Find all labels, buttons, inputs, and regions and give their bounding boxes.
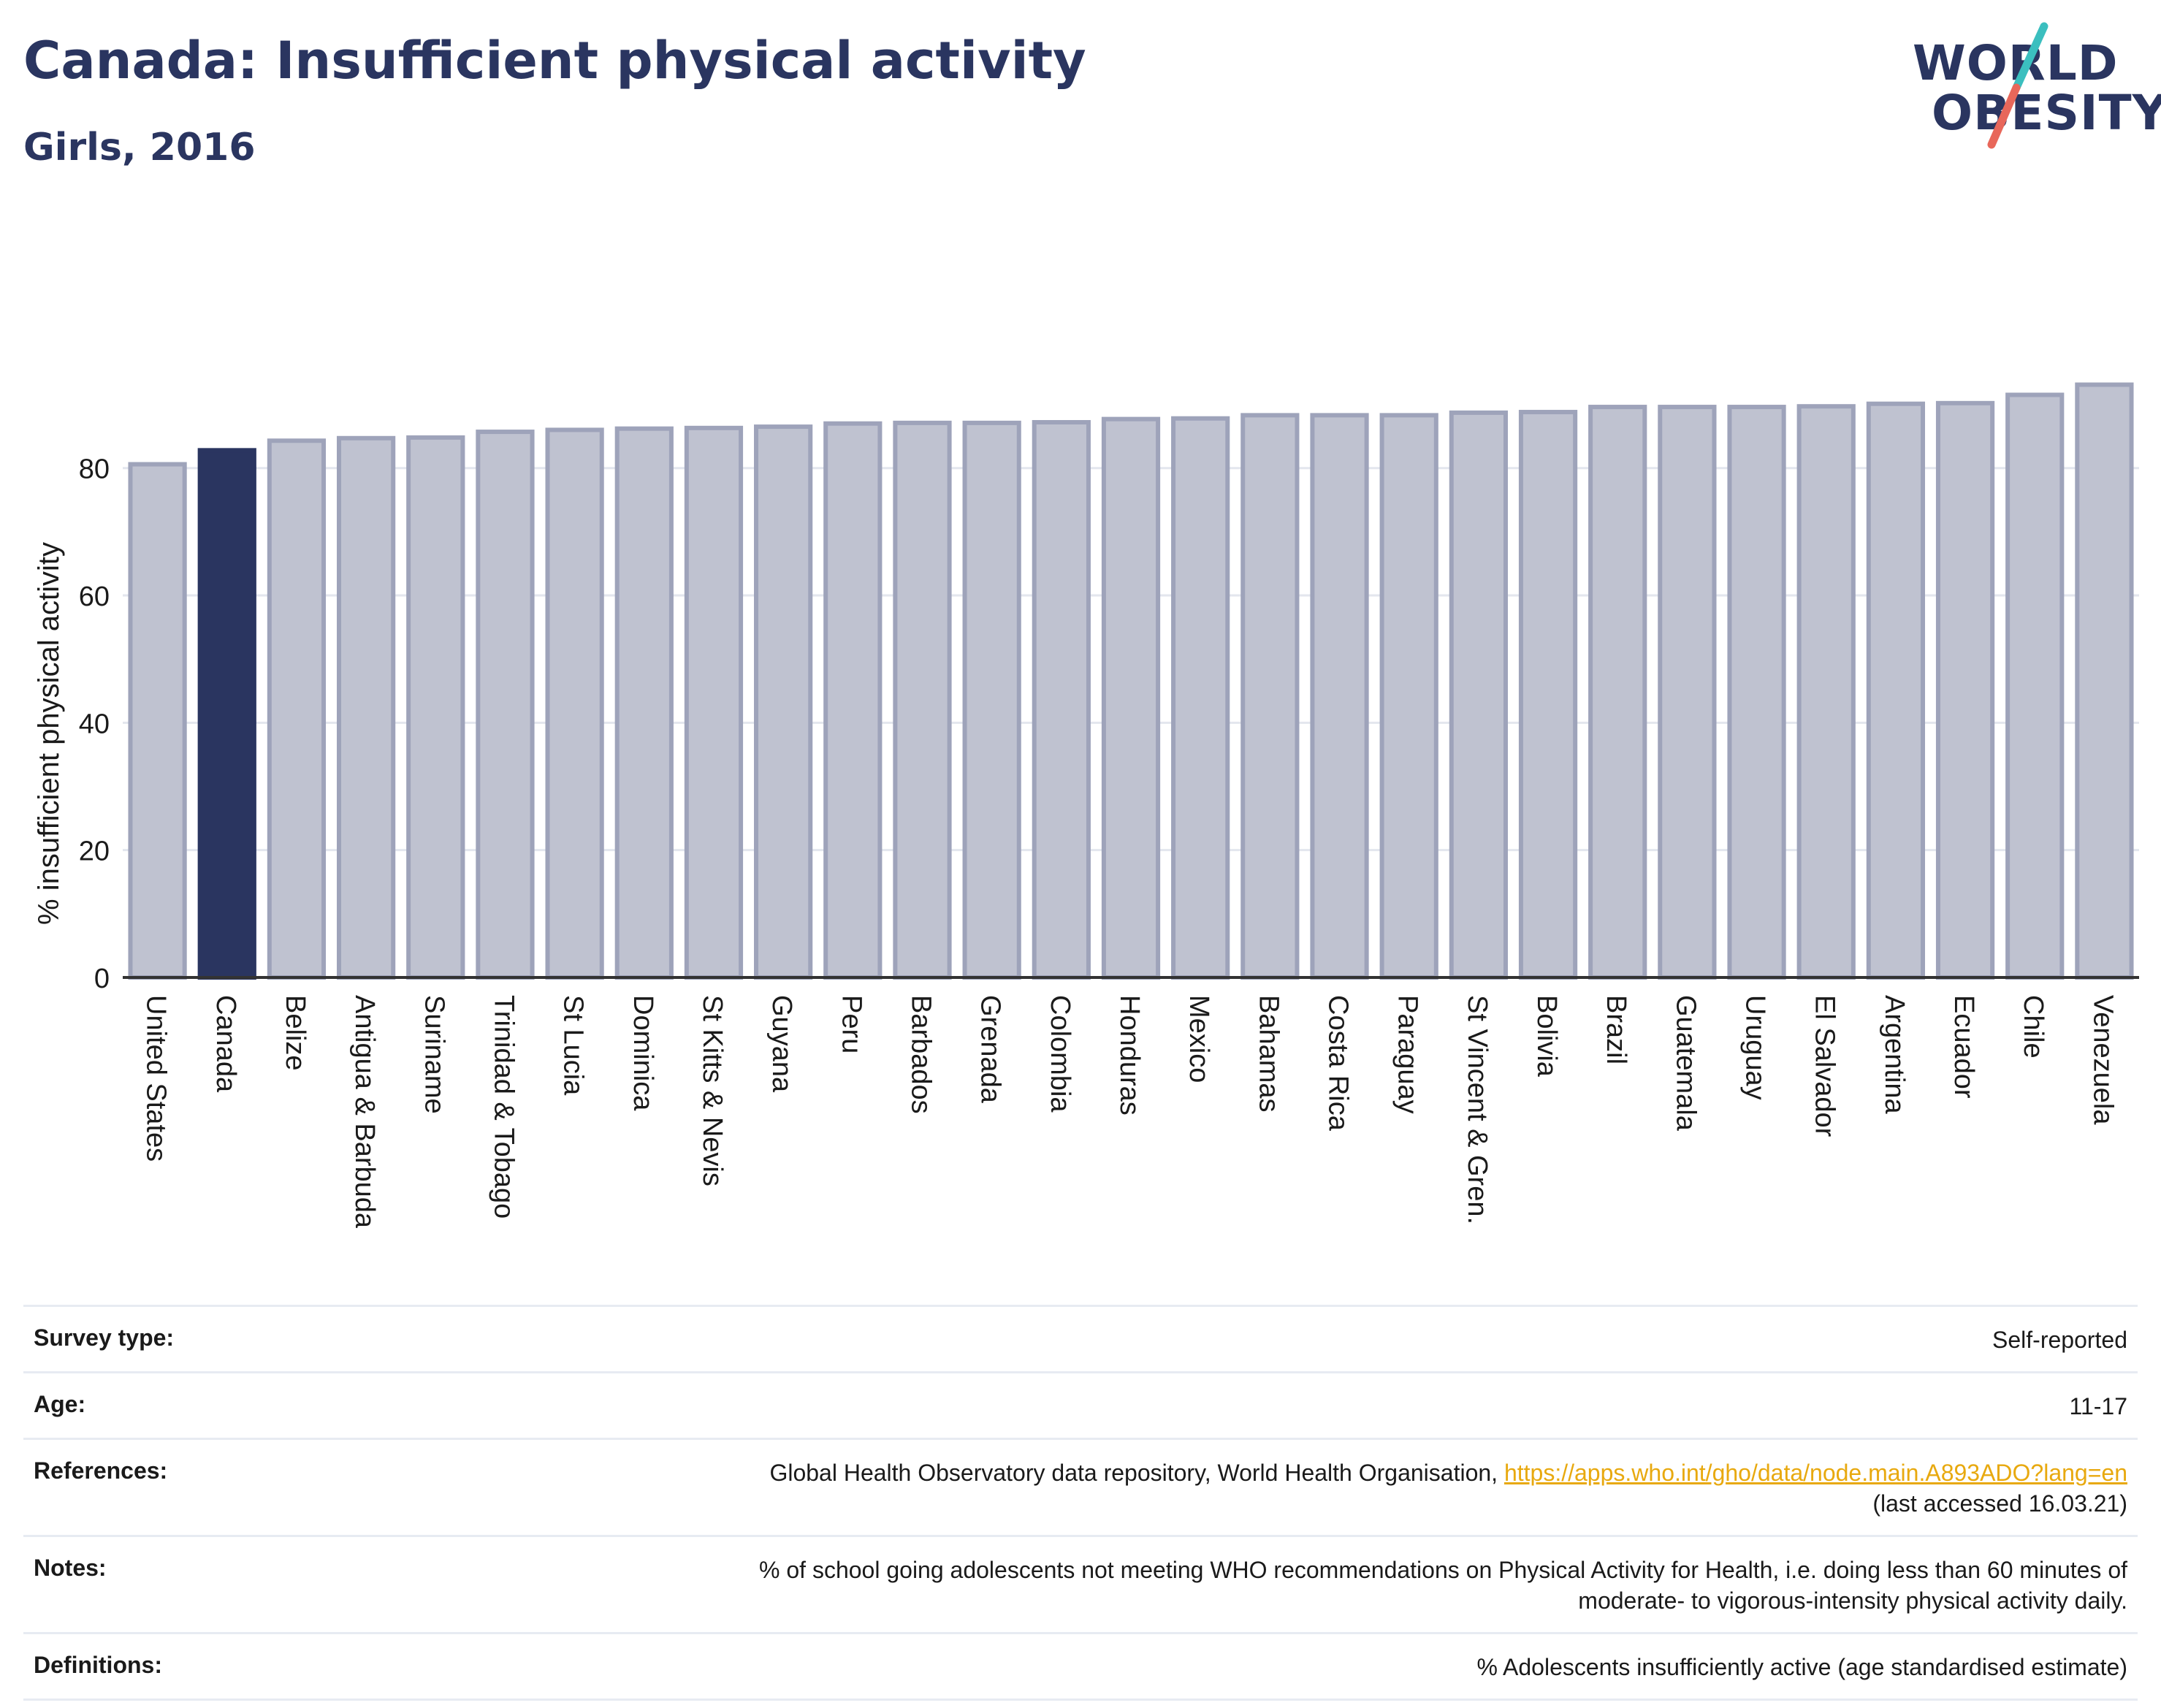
- info-label: References:: [34, 1457, 168, 1484]
- info-row-notes: Notes: % of school going adolescents not…: [23, 1535, 2138, 1632]
- info-label: Definitions:: [34, 1652, 162, 1678]
- x-tick-label: United States: [141, 995, 172, 1162]
- x-tick-label: Paraguay: [1392, 995, 1423, 1114]
- x-tick-label: Argentina: [1879, 995, 1910, 1115]
- y-tick-label: 20: [79, 836, 110, 867]
- bar-honduras: [1101, 416, 1161, 980]
- info-row-age: Age: 11-17: [23, 1371, 2138, 1438]
- bar-antigua-barbuda: [336, 435, 396, 980]
- bar-costa-rica: [1310, 413, 1369, 980]
- reference-accessed: (last accessed 16.03.21): [1872, 1490, 2127, 1517]
- info-value: % Adolescents insufficiently active (age…: [1476, 1654, 2127, 1680]
- axes: 0 20 40 60 80 United States Canada Belize Antigu…: [79, 454, 2139, 1229]
- y-tick-label: 60: [79, 582, 110, 612]
- x-tick-label: St Lucia: [558, 995, 589, 1096]
- x-tick-label: Brazil: [1601, 995, 1631, 1064]
- bar-st-vincent-gren-: [1449, 410, 1508, 980]
- x-tick-label: Dominica: [628, 995, 658, 1111]
- bar-colombia: [1032, 419, 1091, 980]
- y-axis-label: % insufficient physical activity: [33, 542, 65, 925]
- bar-el-salvador: [1796, 404, 1856, 980]
- bar-paraguay: [1379, 413, 1438, 980]
- bar-mexico: [1171, 416, 1230, 980]
- x-tick-label: Honduras: [1114, 995, 1145, 1116]
- world-obesity-logo: WORLD OBESITY: [1913, 20, 2161, 159]
- notes-line-1: % of school going adolescents not meetin…: [759, 1557, 2127, 1583]
- bar-trinidad-tobago: [476, 430, 535, 980]
- bar-belize: [267, 438, 327, 980]
- bar-guyana: [754, 424, 813, 980]
- x-tick-label: Ecuador: [1948, 995, 1979, 1099]
- x-tick-label: Venezuela: [2087, 995, 2118, 1125]
- info-value: 11-17: [2069, 1393, 2127, 1419]
- info-label: Survey type:: [34, 1324, 175, 1351]
- reference-link[interactable]: https://apps.who.int/gho/data/node.main.…: [1503, 1460, 2127, 1486]
- x-tick-label: Antigua & Barbuda: [349, 995, 380, 1229]
- x-tick-label: Suriname: [419, 995, 449, 1114]
- x-tick-label: Trinidad & Tobago: [488, 995, 519, 1219]
- info-label: Notes:: [34, 1555, 107, 1581]
- info-label: Age:: [34, 1391, 86, 1417]
- info-value: Global Health Observatory data repositor…: [769, 1457, 2127, 1519]
- chart-subtitle: Girls, 2016: [23, 126, 256, 169]
- y-tick-label: 40: [79, 709, 110, 739]
- info-value: Self-reported: [1992, 1327, 2127, 1353]
- notes-line-2: moderate- to vigorous-intensity physical…: [1578, 1587, 2127, 1614]
- bar-united-states: [128, 462, 187, 980]
- info-value: % of school going adolescents not meetin…: [759, 1555, 2127, 1616]
- info-row-survey-type: Survey type: Self-reported: [23, 1305, 2138, 1371]
- x-tick-label: Mexico: [1184, 995, 1214, 1083]
- x-tick-label: El Salvador: [1810, 995, 1840, 1137]
- x-tick-label: Barbados: [905, 995, 936, 1114]
- logo-line-2: OBESITY: [1932, 85, 2161, 141]
- bar-barbados: [893, 420, 952, 980]
- x-tick-label: St Kitts & Nevis: [697, 995, 728, 1186]
- reference-text: Global Health Observatory data repositor…: [769, 1460, 1504, 1486]
- info-table: Survey type: Self-reported Age: 11-17 Re…: [23, 1305, 2138, 1701]
- bar-peru: [823, 421, 883, 980]
- info-row-references: References: Global Health Observatory da…: [23, 1438, 2138, 1535]
- bar-argentina: [1866, 401, 1926, 980]
- bar-bolivia: [1518, 410, 1578, 980]
- bar-uruguay: [1727, 405, 1786, 980]
- x-tick-label: Colombia: [1045, 995, 1075, 1113]
- x-tick-label: Costa Rica: [1323, 995, 1354, 1132]
- bar-chile: [2005, 392, 2065, 980]
- x-tick-label: Grenada: [975, 995, 1006, 1104]
- bar-st-kitts-nevis: [684, 425, 744, 980]
- chart-title: Canada: Insufficient physical activity: [23, 31, 1086, 91]
- x-tick-label: Canada: [210, 995, 241, 1093]
- x-tick-label: Chile: [2018, 995, 2048, 1059]
- bar-canada: [197, 448, 256, 980]
- bar-chart: 0 20 40 60 80 United States Canada Belize Antigu…: [33, 382, 2139, 1229]
- bar-st-lucia: [545, 427, 604, 980]
- info-row-definitions: Definitions: % Adolescents insufficientl…: [23, 1632, 2138, 1701]
- bar-ecuador: [1935, 400, 1995, 980]
- bar-guatemala: [1658, 405, 1717, 980]
- bar-venezuela: [2075, 382, 2134, 980]
- x-tick-label: St Vincent & Gren.: [1462, 995, 1493, 1224]
- x-tick-label: Guatemala: [1670, 995, 1701, 1132]
- x-tick-label: Guyana: [766, 995, 797, 1093]
- y-tick-label: 80: [79, 454, 110, 485]
- bar-dominica: [614, 426, 674, 980]
- bar-brazil: [1588, 405, 1647, 980]
- x-tick-label: Bahamas: [1253, 995, 1284, 1113]
- bar-bahamas: [1240, 413, 1300, 980]
- logo-slash-icon: [1987, 22, 2048, 149]
- bar-suriname: [406, 435, 465, 980]
- x-tick-label: Belize: [280, 995, 310, 1071]
- x-tick-label: Bolivia: [1531, 995, 1562, 1078]
- x-tick-label: Peru: [836, 995, 866, 1053]
- bar-grenada: [962, 420, 1021, 980]
- y-tick-label: 0: [94, 964, 110, 994]
- x-tick-label: Uruguay: [1740, 995, 1771, 1100]
- bars: [128, 382, 2134, 980]
